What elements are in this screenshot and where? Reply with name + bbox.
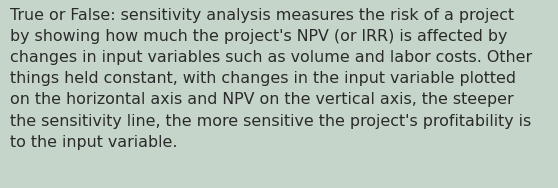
Text: True or False: sensitivity analysis measures the risk of a project
by showing ho: True or False: sensitivity analysis meas… [10,8,532,150]
